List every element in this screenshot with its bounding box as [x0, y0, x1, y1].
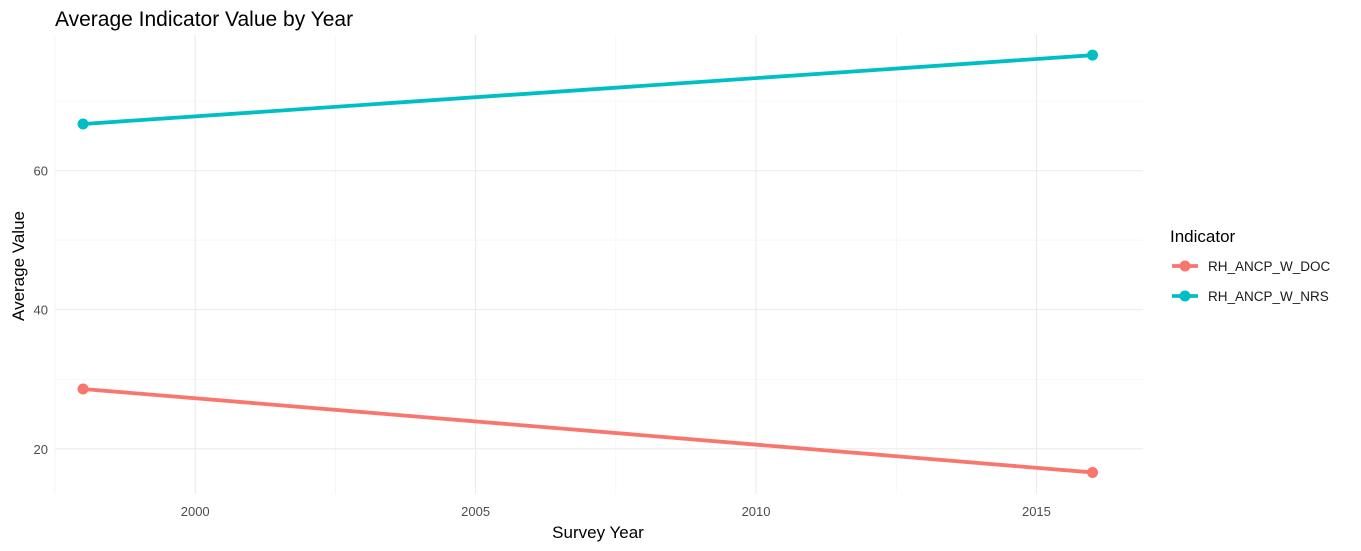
legend-key-point — [1179, 260, 1191, 272]
data-point — [77, 118, 89, 130]
y-axis-title: Average Value — [9, 211, 28, 321]
series-line — [82, 387, 1093, 475]
x-tick-label: 2005 — [461, 504, 490, 519]
legend-title: Indicator — [1170, 227, 1236, 246]
data-point — [1087, 466, 1099, 478]
legend-item: RH_ANCP_W_DOC — [1172, 259, 1331, 274]
x-tick-label: 2000 — [181, 504, 210, 519]
grid — [54, 35, 1143, 494]
y-tick-label: 40 — [34, 303, 48, 318]
axis-tick-labels: 2000 2005 2010 2015 20 40 60 — [34, 164, 1051, 519]
series-rh-ancp-w-doc — [77, 383, 1099, 478]
legend-key-point — [1179, 290, 1191, 302]
series-lines — [77, 49, 1099, 478]
x-tick-label: 2010 — [742, 504, 771, 519]
data-point — [77, 383, 89, 395]
chart-title: Average Indicator Value by Year — [55, 8, 353, 31]
legend-label: RH_ANCP_W_DOC — [1208, 259, 1331, 274]
legend-label: RH_ANCP_W_NRS — [1208, 289, 1329, 304]
series-line — [82, 53, 1093, 126]
y-tick-label: 60 — [34, 164, 48, 179]
data-point — [1087, 49, 1099, 61]
x-tick-label: 2015 — [1022, 504, 1051, 519]
series-rh-ancp-w-nrs — [77, 49, 1099, 130]
legend-item: RH_ANCP_W_NRS — [1172, 289, 1329, 304]
x-axis-title: Survey Year — [552, 523, 644, 542]
legend: Indicator RH_ANCP_W_DOC RH_ANCP_W_NRS — [1170, 227, 1331, 304]
y-tick-label: 20 — [34, 442, 48, 457]
